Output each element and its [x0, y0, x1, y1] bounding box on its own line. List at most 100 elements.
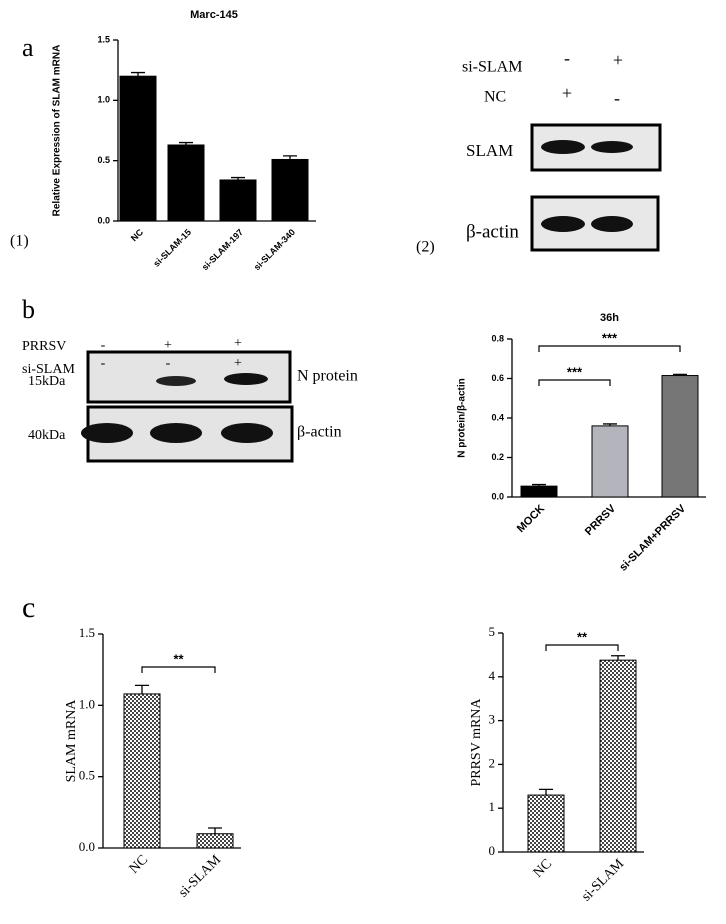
- panel-label: c: [22, 591, 35, 624]
- significance-label: **: [173, 651, 184, 666]
- error-bar: [135, 684, 149, 694]
- bar: [591, 425, 629, 498]
- significance-label: ***: [567, 364, 583, 379]
- blot-mark: +: [234, 336, 242, 351]
- blot-size-label: 40kDa: [28, 428, 66, 443]
- x-tick-label: si-SLAM+PRRSV: [617, 502, 688, 573]
- y-tick-label: 0.0: [491, 491, 504, 501]
- bar: [661, 375, 699, 498]
- x-tick-label: MOCK: [515, 503, 547, 535]
- y-tick-label: 4: [489, 668, 496, 683]
- blot-band: [224, 373, 268, 385]
- y-tick-label: 0: [489, 843, 496, 858]
- bar: [271, 158, 309, 222]
- bar: [527, 794, 565, 853]
- significance-bracket: [545, 644, 619, 651]
- bar: [219, 179, 257, 222]
- y-tick-label: 0.5: [79, 768, 95, 783]
- bar: [123, 693, 161, 849]
- x-tick-label: si-SLAM-340: [252, 227, 297, 272]
- panel-label: a: [22, 33, 34, 62]
- chart-title: Marc-145: [190, 9, 238, 21]
- blot-band-label: β-actin: [297, 424, 342, 441]
- x-tick-label: PRRSV: [583, 502, 619, 538]
- y-tick-label: 0.8: [491, 333, 504, 343]
- blot-row-label: PRRSV: [22, 339, 66, 354]
- y-tick-label: 1.0: [97, 95, 110, 105]
- y-tick-label: 0.5: [97, 155, 110, 165]
- blot-band: [150, 423, 202, 443]
- blot-mark: +: [234, 356, 242, 371]
- y-tick-label: 2: [489, 755, 496, 770]
- blot-mark: -: [101, 356, 106, 371]
- blot-band-label: SLAM: [466, 141, 513, 160]
- significance-label: **: [577, 629, 588, 644]
- y-tick-label: 0.6: [491, 373, 504, 383]
- y-tick-label: 0.0: [97, 215, 110, 225]
- x-tick-label: si-SLAM: [579, 856, 627, 904]
- blot-mark: +: [562, 83, 572, 103]
- blot-band: [221, 423, 273, 443]
- error-bar: [179, 141, 193, 145]
- significance-label: ***: [602, 330, 618, 345]
- y-tick-label: 1.5: [79, 625, 95, 640]
- y-axis-label: Relative Expression of SLAM mRNA: [52, 45, 63, 217]
- y-tick-label: 1.5: [97, 34, 110, 44]
- chart-title: 36h: [600, 312, 619, 324]
- x-tick-label: si-SLAM-197: [200, 227, 245, 272]
- y-tick-label: 1: [489, 799, 496, 814]
- y-tick-label: 0.2: [491, 452, 504, 462]
- error-bar: [231, 176, 245, 180]
- error-bar: [673, 373, 687, 376]
- blot-band: [156, 376, 196, 386]
- bar: [167, 144, 205, 222]
- blot-band-label: β-actin: [466, 221, 519, 242]
- blot-row-label: si-SLAM: [22, 362, 75, 377]
- x-tick-label: NC: [127, 852, 151, 876]
- bar: [599, 659, 637, 853]
- y-tick-label: 1.0: [79, 696, 95, 711]
- y-axis-label: PRRSV mRNA: [469, 698, 484, 787]
- significance-bracket: [141, 666, 216, 673]
- blot-band: [591, 216, 633, 232]
- blot-band: [541, 216, 585, 232]
- blot-mark: -: [166, 356, 171, 371]
- blot-band: [81, 423, 133, 443]
- bar: [196, 833, 234, 849]
- y-tick-label: 5: [489, 624, 496, 639]
- x-tick-label: si-SLAM: [176, 852, 224, 900]
- x-tick-label: si-SLAM-15: [151, 227, 193, 269]
- error-bar: [208, 827, 222, 834]
- panel-label: (1): [10, 233, 29, 250]
- blot-band: [541, 140, 585, 154]
- blot-mark: -: [101, 338, 106, 353]
- blot-mark: -: [564, 48, 570, 68]
- error-bar: [611, 655, 625, 661]
- error-bar: [539, 788, 553, 796]
- error-bar: [283, 155, 297, 160]
- panel-label: b: [22, 295, 35, 324]
- blot-mark: -: [614, 88, 620, 108]
- blot-band-label: N protein: [297, 368, 358, 385]
- y-tick-label: 0.0: [79, 839, 95, 854]
- panel-label: (2): [416, 239, 435, 256]
- significance-bracket: [538, 345, 681, 352]
- blot-row-label: NC: [484, 89, 506, 106]
- error-bar: [131, 71, 145, 77]
- x-tick-label: NC: [129, 227, 146, 244]
- significance-bracket: [538, 379, 611, 386]
- blot-band: [591, 141, 633, 153]
- y-tick-label: 3: [489, 712, 496, 727]
- blot-mark: +: [164, 338, 172, 353]
- error-bar: [603, 423, 617, 426]
- bar: [119, 75, 157, 222]
- blot-size-label: 15kDa: [28, 374, 66, 389]
- blot-mark: +: [613, 50, 623, 70]
- error-bar: [532, 483, 546, 487]
- x-tick-label: NC: [531, 856, 555, 880]
- y-axis-label: N protein/β-actin: [457, 378, 468, 457]
- y-tick-label: 0.4: [491, 412, 504, 422]
- blot-row-label: si-SLAM: [462, 59, 522, 76]
- y-axis-label: SLAM mRNA: [64, 699, 79, 783]
